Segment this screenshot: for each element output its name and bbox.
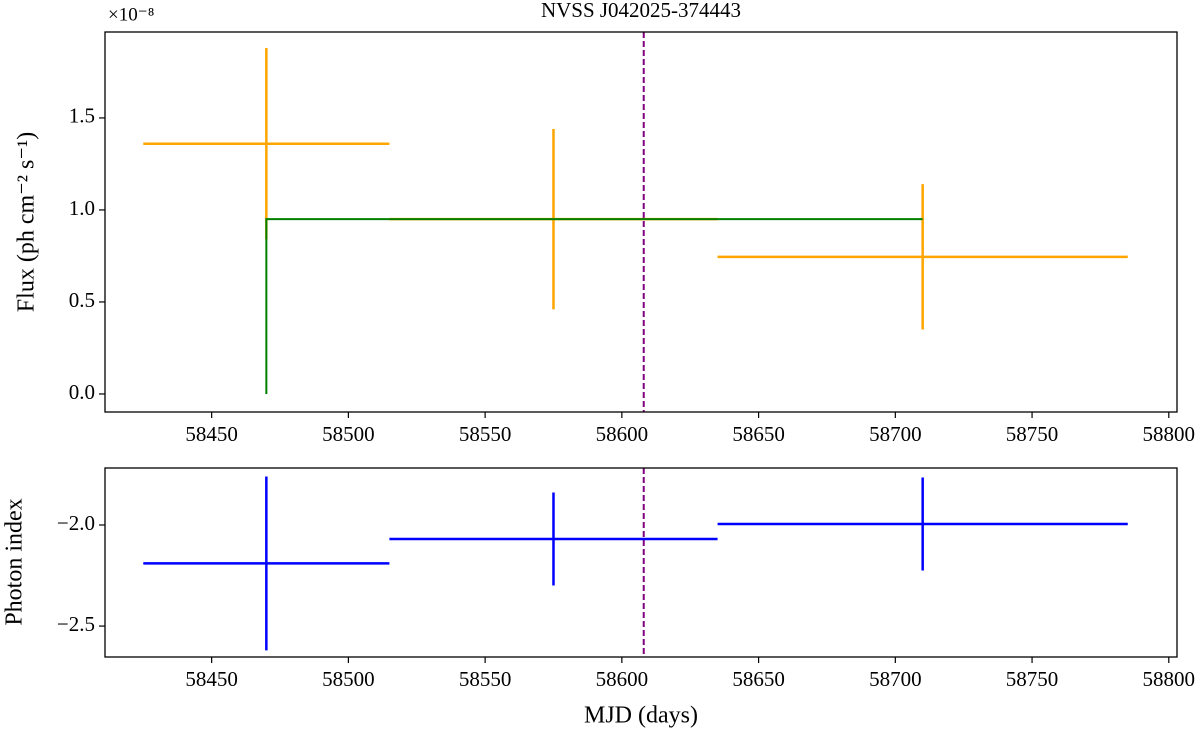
x-tick-label: 58700: [869, 667, 922, 691]
x-tick-label: 58750: [1006, 422, 1059, 446]
x-tick-label: 58550: [459, 667, 512, 691]
x-tick-label: 58650: [732, 667, 785, 691]
x-tick-label: 58450: [185, 422, 238, 446]
x-tick-label: 58700: [869, 422, 922, 446]
x-tick-label: 58650: [732, 422, 785, 446]
x-tick-label: 58450: [185, 667, 238, 691]
y-tick-label: 1.0: [69, 196, 95, 220]
y-tick-label: −2.5: [57, 612, 95, 636]
x-axis-label: MJD (days): [584, 703, 698, 729]
x-tick-label: 58500: [322, 667, 375, 691]
y-tick-label: 0.5: [69, 288, 95, 312]
y-tick-label: 0.0: [69, 380, 95, 404]
axes-frame: [104, 31, 1178, 413]
x-tick-label: 58600: [596, 667, 649, 691]
axes-frame: [104, 467, 1178, 658]
y-axis-label: Photon index: [2, 498, 28, 625]
y-tick-label: −2.0: [57, 511, 95, 535]
x-tick-label: 58800: [1143, 667, 1196, 691]
line: [265, 218, 923, 394]
x-tick-label: 58800: [1143, 422, 1196, 446]
x-tick-label: 58550: [459, 422, 512, 446]
y-axis-label: Flux (ph cm⁻² s⁻¹): [14, 132, 40, 312]
offset-label: ×10⁻⁸: [108, 4, 154, 25]
x-tick-label: 58500: [322, 422, 375, 446]
x-tick-label: 58600: [596, 422, 649, 446]
y-tick-label: 1.5: [69, 104, 95, 128]
chart-title: NVSS J042025-374443: [541, 0, 741, 22]
x-tick-label: 58750: [1006, 667, 1059, 691]
